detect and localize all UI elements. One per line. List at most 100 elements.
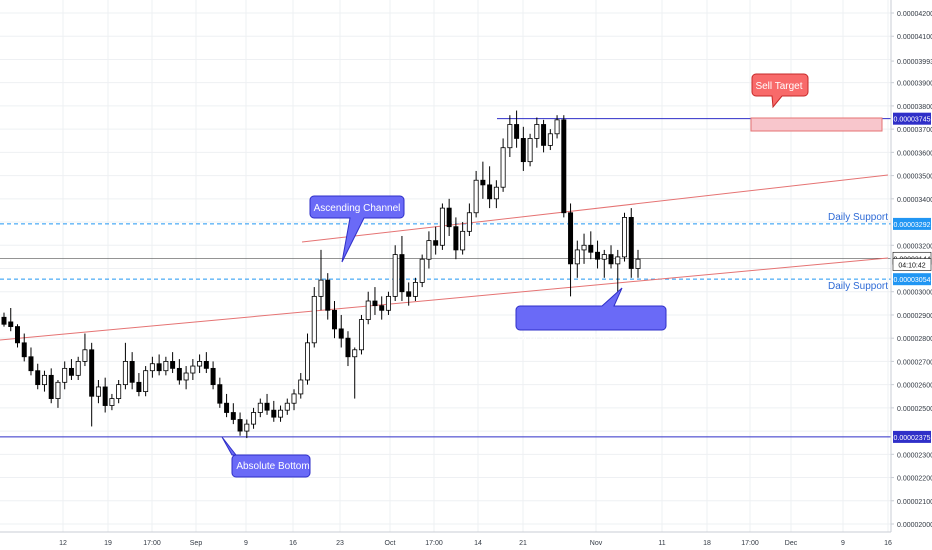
- candle-body: [601, 254, 607, 260]
- candle-body: [635, 258, 641, 269]
- absolute-bottom-callout[interactable]: Absolute Bottom: [221, 436, 311, 478]
- candle-body: [217, 384, 223, 404]
- price-tags: 0.000037450.000032920.0000314404:10:420.…: [892, 112, 932, 443]
- bears-callout-text: Bears trying to break the channel: [518, 332, 665, 343]
- candle: [102, 377, 108, 413]
- candle: [547, 129, 553, 151]
- time-tick-label: 19: [104, 540, 112, 547]
- candle: [278, 405, 284, 422]
- candle-body: [561, 119, 567, 214]
- candle-body: [406, 291, 412, 297]
- candle: [365, 291, 371, 325]
- candle-body: [89, 349, 95, 397]
- candle: [143, 366, 149, 397]
- candle-body: [547, 133, 553, 146]
- candle-body: [109, 398, 115, 406]
- candle: [210, 361, 216, 390]
- candle: [581, 233, 587, 264]
- candle: [412, 277, 418, 302]
- sell-target-callout[interactable]: Sell Target: [751, 73, 809, 109]
- channel-lower-line[interactable]: [0, 257, 889, 341]
- candle: [116, 379, 122, 404]
- candle-body: [48, 374, 54, 399]
- candle-body: [143, 370, 149, 393]
- candle: [534, 117, 540, 148]
- candle: [379, 296, 385, 320]
- candle-body: [149, 363, 155, 372]
- candle: [473, 170, 479, 218]
- candle: [608, 245, 614, 269]
- candle: [1, 312, 7, 327]
- candle-body: [244, 423, 250, 432]
- candle: [574, 240, 580, 278]
- candle: [163, 356, 169, 376]
- candle-body: [480, 179, 486, 186]
- candle: [392, 245, 398, 302]
- candle-body: [507, 124, 513, 149]
- ascending-channel-callout[interactable]: Ascending Channel: [309, 195, 405, 263]
- candle: [541, 119, 547, 153]
- candle: [595, 240, 601, 269]
- candle: [149, 356, 155, 378]
- price-tick-label: 0.00002200: [897, 476, 932, 483]
- candle: [251, 407, 257, 429]
- price-tick-label: 0.00004100: [897, 34, 932, 41]
- candle: [237, 412, 243, 436]
- sell-target-text: Sell Target: [755, 81, 802, 92]
- candle-body: [170, 361, 176, 369]
- price-tag-box: [893, 217, 931, 230]
- candle: [35, 363, 41, 390]
- sell-target-zone[interactable]: [750, 117, 883, 132]
- candle-body: [595, 251, 601, 260]
- candle: [635, 249, 641, 278]
- candle: [217, 377, 223, 408]
- price-tick-label: 0.00002800: [897, 336, 932, 343]
- candle: [170, 352, 176, 374]
- candle-body: [35, 370, 41, 386]
- candle-body: [487, 184, 493, 200]
- candle: [399, 235, 405, 302]
- candle: [284, 398, 290, 415]
- time-tick-label: Nov: [590, 540, 603, 547]
- time-tick-label: 9: [244, 540, 248, 547]
- candle-body: [541, 124, 547, 146]
- candle-body: [264, 402, 270, 411]
- candle-body: [399, 254, 405, 293]
- bears-callout[interactable]: Bears trying to break the channel: [515, 287, 667, 343]
- candle-body: [298, 379, 304, 395]
- price-tick-label: 0.00003200: [897, 243, 932, 250]
- candle: [460, 222, 466, 255]
- price-tag-timer: 04:10:42: [892, 258, 932, 271]
- ascending-channel[interactable]: [0, 174, 889, 341]
- price-tick-label: 0.00003993: [897, 59, 932, 66]
- time-axis[interactable]: 12 19 17:00 Sep 9 16 23 Oct 17:00 14 21 Nov 11 18 17:0…: [59, 540, 892, 547]
- channel-upper-line[interactable]: [301, 174, 889, 243]
- candle-body: [581, 244, 587, 251]
- candle-body: [82, 349, 88, 362]
- candle: [500, 138, 506, 192]
- candle-body: [453, 226, 459, 251]
- candle-body: [102, 386, 108, 406]
- time-tick-label: Dec: [785, 540, 798, 547]
- candles: [1, 110, 641, 439]
- candle-body: [527, 138, 533, 163]
- absolute-bottom-text: Absolute Bottom: [236, 461, 309, 472]
- candle: [122, 342, 128, 390]
- candle-body: [372, 300, 378, 307]
- candle-body: [116, 384, 122, 399]
- candle: [385, 291, 391, 315]
- candle-body: [412, 282, 418, 297]
- candle-body: [520, 138, 526, 163]
- candle-body: [21, 342, 27, 358]
- candle: [487, 166, 493, 209]
- candle-body: [588, 244, 594, 253]
- time-tick-label: Sep: [190, 540, 203, 547]
- candle: [406, 282, 412, 306]
- candle-body: [8, 321, 14, 327]
- candle: [55, 379, 61, 408]
- price-tick-label: 0.00003000: [897, 290, 932, 297]
- price-axis[interactable]: 0.00004200 0.00004100 0.00003993 0.00003900…: [891, 11, 932, 529]
- candle-body: [210, 367, 216, 386]
- candle-body: [433, 240, 439, 246]
